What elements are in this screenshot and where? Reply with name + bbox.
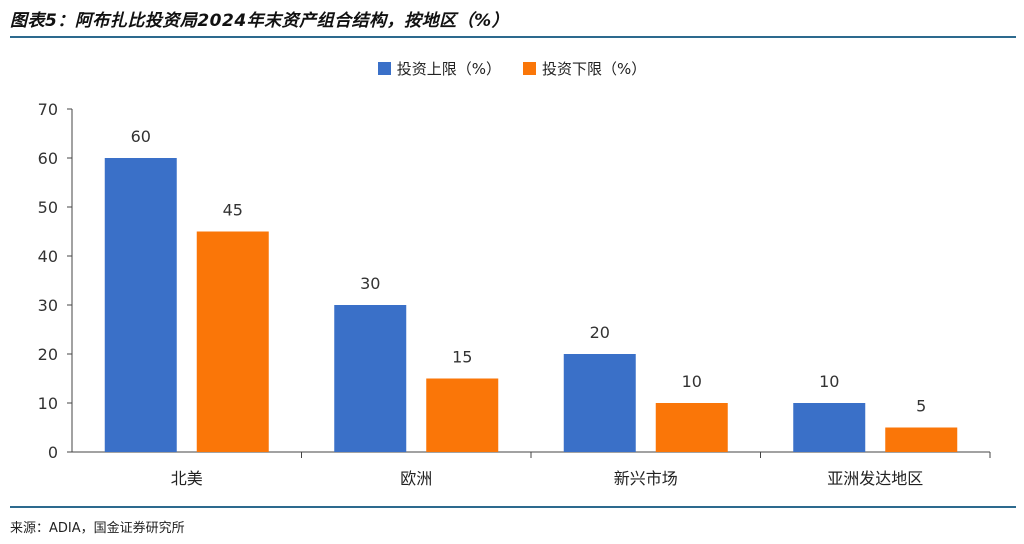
- footer-divider: [10, 506, 1016, 508]
- bar-value-label: 15: [452, 348, 472, 367]
- y-tick-label: 0: [48, 443, 58, 462]
- bar-value-label: 45: [223, 201, 243, 220]
- bar: [885, 427, 958, 452]
- source-note: 来源：ADIA，国金证券研究所: [10, 521, 185, 536]
- x-category-label: 亚洲发达地区: [827, 469, 923, 488]
- legend: 投资上限（%） 投资下限（%）: [0, 58, 1024, 79]
- bar: [196, 231, 269, 452]
- bar-value-label: 60: [131, 127, 151, 146]
- chart-title: 图表5：阿布扎比投资局2024年末资产组合结构，按地区（%）: [10, 11, 510, 31]
- y-tick-label: 40: [38, 247, 58, 266]
- legend-item-upper: 投资上限（%）: [377, 58, 501, 79]
- title-divider: [10, 36, 1016, 38]
- x-category-label: 欧洲: [400, 469, 432, 488]
- bar-value-label: 10: [682, 372, 702, 391]
- x-category-label: 新兴市场: [614, 469, 678, 488]
- legend-label-lower: 投资下限（%）: [542, 60, 647, 78]
- bar: [793, 403, 866, 452]
- y-tick-label: 60: [38, 149, 58, 168]
- bar-value-label: 20: [590, 323, 610, 342]
- legend-swatch-lower: [523, 62, 536, 75]
- legend-label-upper: 投资上限（%）: [396, 60, 501, 78]
- x-category-label: 北美: [171, 469, 203, 488]
- bar-value-label: 30: [360, 274, 380, 293]
- bar-value-label: 5: [916, 397, 926, 416]
- y-tick-label: 70: [38, 100, 58, 119]
- y-tick-label: 30: [38, 296, 58, 315]
- bar: [426, 378, 499, 452]
- bar-value-label: 10: [819, 372, 839, 391]
- legend-swatch-upper: [377, 62, 391, 75]
- bar: [334, 305, 407, 452]
- y-tick-label: 10: [38, 394, 58, 413]
- y-tick-label: 20: [38, 345, 58, 364]
- bar-chart: 0 10 20 30 40 50 60 70 60 45 北美 30 15 欧洲 20 10 新兴市场 10 5 亚洲…: [38, 100, 991, 488]
- legend-item-lower: 投资下限（%）: [523, 58, 646, 79]
- bar: [655, 403, 728, 452]
- bar: [104, 158, 177, 452]
- bar: [563, 354, 636, 452]
- y-tick-label: 50: [38, 198, 58, 217]
